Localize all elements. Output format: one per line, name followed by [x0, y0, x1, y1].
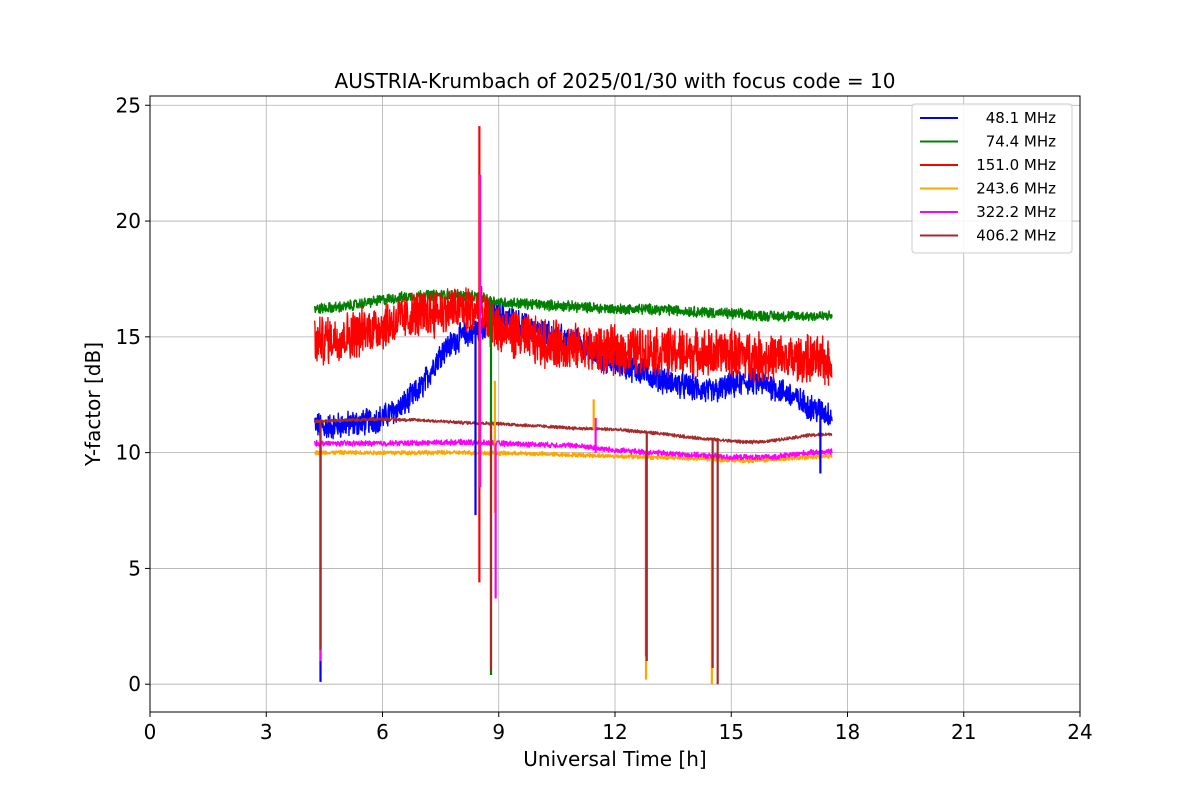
legend-label: 48.1 MHz — [986, 109, 1056, 127]
axes: 0 3 6 9 12 15 18 21 24 0 5 10 15 20 25 — [116, 93, 1093, 744]
series-line — [314, 449, 833, 464]
series-line — [314, 417, 833, 445]
y-tick-label: 0 — [128, 672, 141, 696]
series-line — [314, 438, 833, 461]
x-tick-label: 21 — [951, 720, 976, 744]
plot-area — [313, 126, 833, 685]
x-tick-label: 18 — [835, 720, 860, 744]
legend-label: 243.6 MHz — [976, 180, 1056, 198]
series-line — [313, 289, 833, 323]
y-tick-label: 15 — [116, 325, 141, 349]
chart-title: AUSTRIA-Krumbach of 2025/01/30 with focu… — [335, 69, 896, 93]
y-axis-label: Y-factor [dB] — [81, 342, 105, 467]
y-tick-label: 5 — [128, 556, 141, 580]
x-tick-label: 15 — [719, 720, 744, 744]
x-tick-label: 12 — [602, 720, 627, 744]
legend-label: 151.0 MHz — [976, 156, 1056, 174]
x-axis-label: Universal Time [h] — [523, 747, 706, 771]
legend-label: 74.4 MHz — [986, 133, 1056, 151]
x-tick-label: 24 — [1067, 720, 1092, 744]
x-tick-label: 3 — [260, 720, 273, 744]
series-line — [313, 285, 833, 386]
y-tick-label: 20 — [116, 209, 141, 233]
legend: 48.1 MHz 74.4 MHz 151.0 MHz 243.6 MHz 322.2 … — [911, 103, 1073, 254]
y-tick-label: 25 — [116, 93, 141, 117]
legend-label: 406.2 MHz — [976, 227, 1056, 245]
x-tick-label: 9 — [492, 720, 505, 744]
x-tick-label: 0 — [144, 720, 157, 744]
legend-label: 322.2 MHz — [976, 203, 1056, 221]
x-tick-label: 6 — [376, 720, 389, 744]
y-tick-label: 10 — [116, 441, 141, 465]
